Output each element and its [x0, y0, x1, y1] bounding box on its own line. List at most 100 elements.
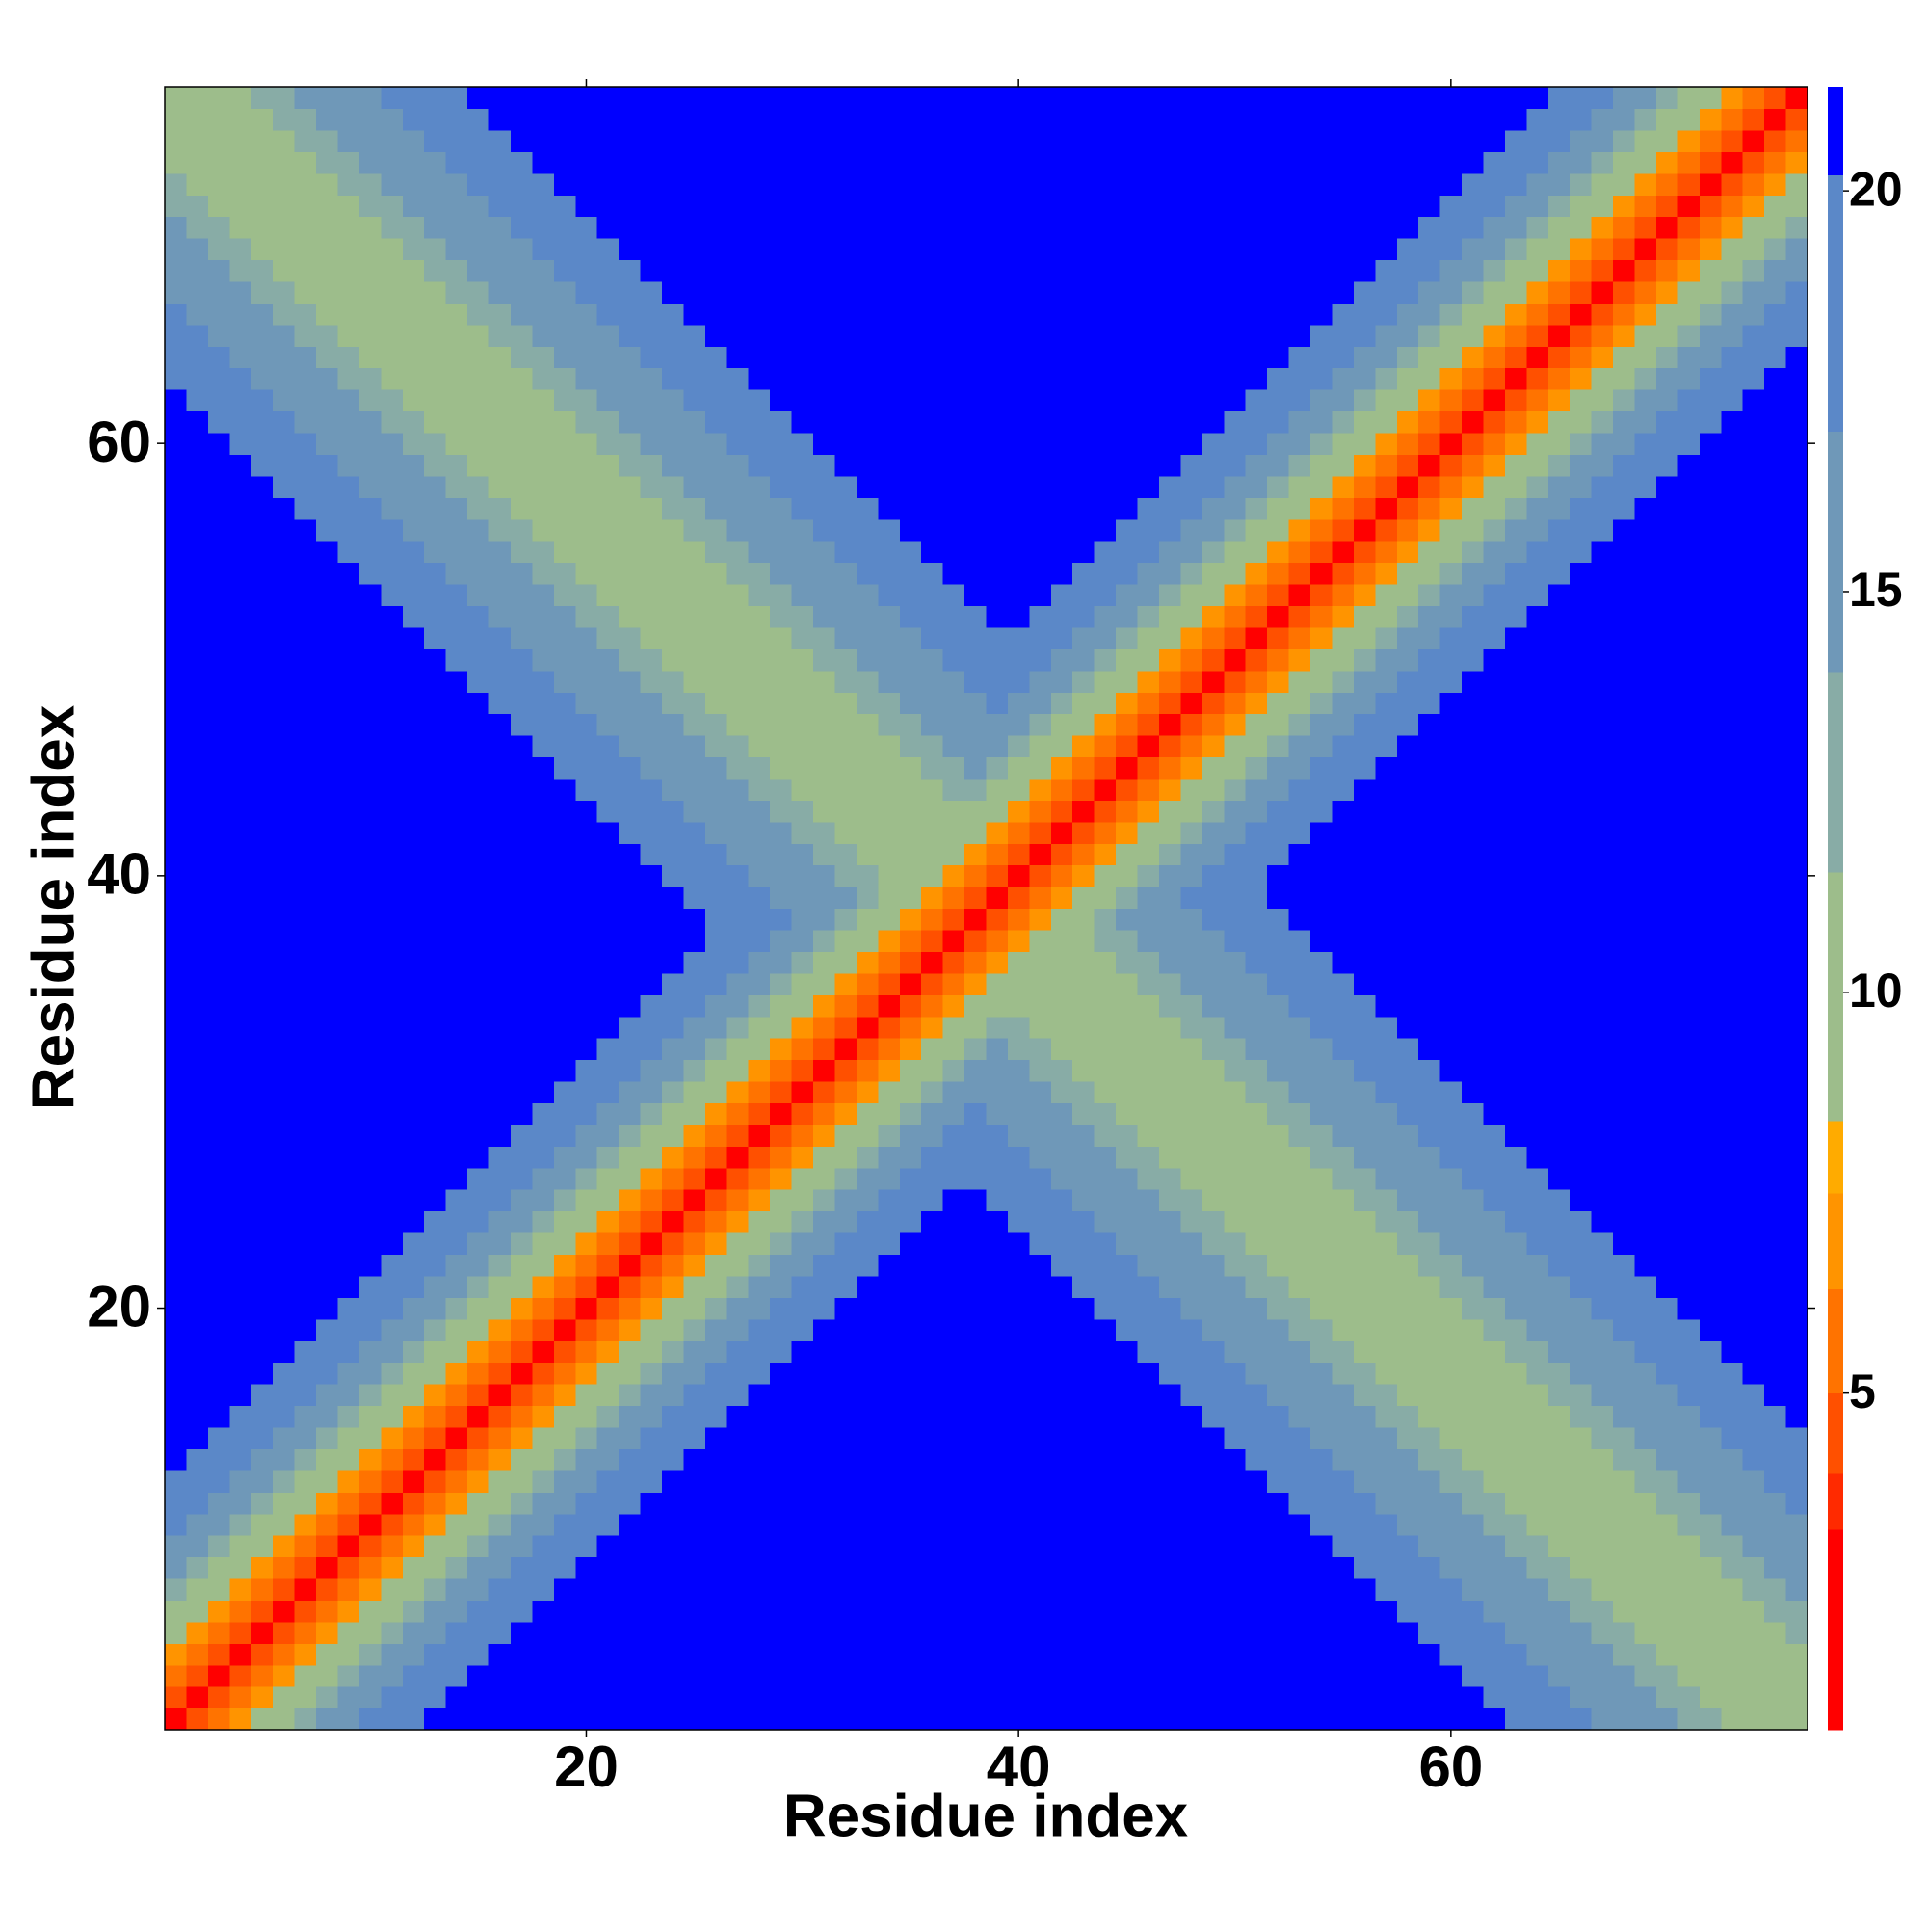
heatmap-cell: [575, 475, 598, 498]
heatmap-cell: [1655, 1059, 1678, 1082]
heatmap-cell: [207, 1448, 230, 1471]
heatmap-cell: [704, 1210, 727, 1233]
heatmap-cell: [1116, 1189, 1139, 1212]
heatmap-cell: [726, 1102, 750, 1125]
heatmap-cell: [661, 1210, 685, 1233]
heatmap-cell: [748, 280, 771, 304]
heatmap-cell: [1462, 994, 1485, 1018]
heatmap-cell: [294, 735, 317, 758]
heatmap-cell: [1180, 778, 1203, 801]
heatmap-cell: [640, 1664, 663, 1687]
heatmap-cell: [640, 713, 663, 736]
heatmap-cell: [1504, 1707, 1527, 1731]
heatmap-cell: [942, 195, 965, 218]
heatmap-cell: [813, 994, 836, 1018]
heatmap-cell: [358, 1492, 382, 1515]
heatmap-cell: [1439, 1384, 1463, 1407]
heatmap-cell: [229, 778, 252, 801]
heatmap-cell: [1050, 454, 1073, 477]
heatmap-cell: [619, 475, 642, 498]
heatmap-cell: [878, 1146, 901, 1169]
heatmap-cell: [619, 151, 642, 174]
heatmap-cell: [251, 1426, 274, 1449]
heatmap-cell: [1764, 843, 1787, 866]
heatmap-cell: [813, 821, 836, 844]
heatmap-cell: [748, 1492, 771, 1515]
heatmap-cell: [294, 1210, 317, 1233]
heatmap-cell: [1007, 1621, 1030, 1644]
heatmap-cell: [1007, 1426, 1030, 1449]
heatmap-cell: [1288, 1297, 1311, 1320]
heatmap-cell: [921, 1080, 944, 1104]
heatmap-cell: [207, 800, 230, 823]
heatmap-cell: [986, 1038, 1009, 1061]
heatmap-cell: [1418, 1384, 1441, 1407]
heatmap-cell: [1742, 1577, 1765, 1601]
heatmap-cell: [964, 1556, 988, 1579]
heatmap-cell: [467, 583, 490, 607]
heatmap-cell: [424, 800, 447, 823]
heatmap-cell: [1180, 1643, 1203, 1666]
heatmap-cell: [1158, 756, 1182, 780]
heatmap-cell: [1029, 497, 1052, 520]
heatmap-cell: [207, 843, 230, 866]
heatmap-cell: [251, 562, 274, 585]
heatmap-cell: [316, 238, 339, 261]
heatmap-cell: [1050, 692, 1073, 715]
heatmap-cell: [748, 497, 771, 520]
heatmap-cell: [229, 1254, 252, 1277]
heatmap-cell: [1224, 1102, 1247, 1125]
heatmap-cell: [791, 1318, 814, 1341]
heatmap-cell: [207, 1059, 230, 1082]
heatmap-cell: [661, 1254, 685, 1277]
heatmap-cell: [942, 1664, 965, 1687]
heatmap-cell: [1439, 1124, 1463, 1147]
heatmap-cell: [1721, 1189, 1744, 1212]
heatmap-cell: [1267, 821, 1290, 844]
heatmap-cell: [1677, 1254, 1701, 1277]
heatmap-cell: [770, 1577, 793, 1601]
heatmap-cell: [1029, 475, 1052, 498]
heatmap-cell: [381, 1318, 404, 1341]
heatmap-cell: [640, 518, 663, 542]
heatmap-cell: [316, 1643, 339, 1666]
heatmap-cell: [1029, 541, 1052, 564]
heatmap-cell: [1310, 1686, 1333, 1709]
heatmap-cell: [1742, 1189, 1765, 1212]
heatmap-cell: [424, 518, 447, 542]
heatmap-cell: [619, 972, 642, 995]
heatmap-cell: [1158, 129, 1182, 152]
heatmap-cell: [878, 432, 901, 455]
heatmap-cell: [1094, 1535, 1117, 1558]
heatmap-cell: [294, 1297, 317, 1320]
heatmap-cell: [748, 1600, 771, 1623]
heatmap-cell: [1267, 1405, 1290, 1428]
heatmap-cell: [1613, 821, 1636, 844]
heatmap-cell: [294, 1189, 317, 1212]
heatmap-cell: [1029, 172, 1052, 196]
heatmap-cell: [273, 1059, 296, 1082]
heatmap-cell: [748, 864, 771, 887]
heatmap-cell: [165, 346, 188, 369]
heatmap-cell: [1094, 1707, 1117, 1731]
heatmap-cell: [186, 1080, 209, 1104]
heatmap-cell: [337, 432, 360, 455]
heatmap-cell: [553, 454, 576, 477]
heatmap-cell: [1677, 1664, 1701, 1687]
heatmap-cell: [1029, 410, 1052, 434]
heatmap-cell: [1504, 800, 1527, 823]
heatmap-cell: [856, 972, 879, 995]
heatmap-cell: [748, 1340, 771, 1363]
heatmap-cell: [1267, 1362, 1290, 1385]
heatmap-cell: [856, 87, 879, 110]
heatmap-cell: [467, 1600, 490, 1623]
heatmap-cell: [1353, 887, 1376, 910]
heatmap-cell: [1158, 259, 1182, 282]
heatmap-cell: [942, 972, 965, 995]
heatmap-cell: [186, 1146, 209, 1169]
heatmap-cell: [770, 518, 793, 542]
heatmap-cell: [1547, 713, 1571, 736]
heatmap-cell: [532, 1577, 555, 1601]
heatmap-cell: [791, 864, 814, 887]
heatmap-cell: [532, 1405, 555, 1428]
